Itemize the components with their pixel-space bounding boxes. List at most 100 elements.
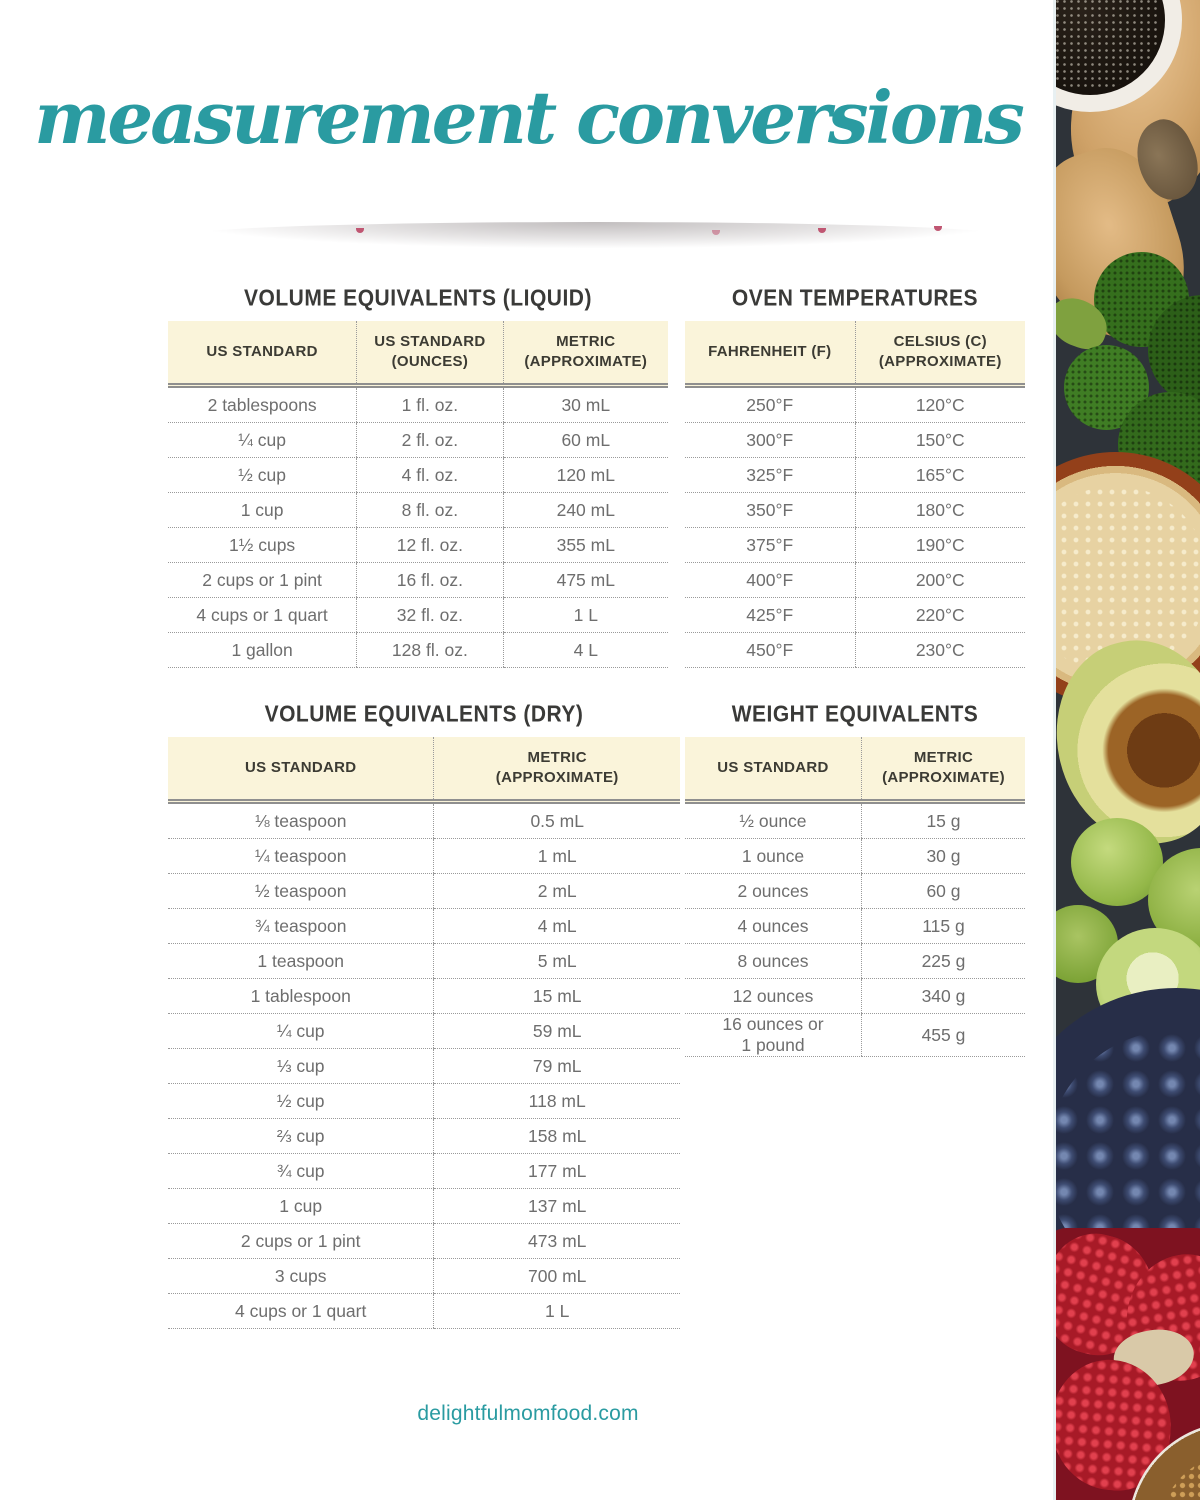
table-cell: 425°F (685, 597, 855, 633)
table-cell: 190°C (854, 527, 1025, 563)
table-row: 3 cups 700 mL (168, 1258, 680, 1294)
table-cell: 4 ounces (685, 908, 862, 944)
table-cell: 8 fl. oz. (356, 492, 504, 528)
table-cell: 180°C (854, 492, 1025, 528)
table-cell: 32 fl. oz. (356, 597, 504, 633)
ribbon-dot (712, 230, 720, 235)
table-row: 375°F 190°C (685, 527, 1025, 563)
conversion-table: FAHRENHEIT (F) CELSIUS (C) (APPROXIMATE) 2… (685, 321, 1025, 668)
table-cell: 16 fl. oz. (356, 562, 504, 598)
table-row: 4 cups or 1 quart 1 L (168, 1293, 680, 1329)
table-row: 2 cups or 1 pint 473 mL (168, 1223, 680, 1259)
table-cell: 1 gallon (168, 632, 357, 668)
table-row: 1 ounce 30 g (685, 838, 1025, 874)
table-cell: 165°C (854, 457, 1025, 493)
table-row: 8 ounces 225 g (685, 943, 1025, 979)
header-cell: US STANDARD (OUNCES) (356, 321, 504, 388)
title-shadow (190, 222, 1000, 248)
table-cell: 79 mL (433, 1048, 680, 1084)
section-volume-liquid: VOLUME EQUIVALENTS (LIQUID) US STANDARD U… (168, 286, 668, 668)
table-cell: ¼ cup (168, 1013, 434, 1049)
table-cell: 340 g (860, 978, 1025, 1014)
table-row: ½ teaspoon 2 mL (168, 873, 680, 909)
table-cell: 0.5 mL (433, 801, 680, 839)
table-cell: 450°F (685, 632, 855, 668)
table-cell: ⅔ cup (168, 1118, 434, 1154)
table-cell: ¾ cup (168, 1153, 434, 1189)
table-row: 4 cups or 1 quart 32 fl. oz. 1 L (168, 597, 668, 633)
ribbon-dot (934, 226, 942, 231)
header-cell: CELSIUS (C) (APPROXIMATE) (854, 321, 1025, 388)
table-cell: 2 tablespoons (168, 385, 357, 423)
table-cell: 455 g (860, 1013, 1025, 1057)
table-row: 1 teaspoon 5 mL (168, 943, 680, 979)
table-row: ½ cup 118 mL (168, 1083, 680, 1119)
header-cell: METRIC (APPROXIMATE) (502, 321, 668, 388)
table-row: ¼ teaspoon 1 mL (168, 838, 680, 874)
table-row: 2 ounces 60 g (685, 873, 1025, 909)
table-cell: 2 cups or 1 pint (168, 562, 357, 598)
table-cell: 4 cups or 1 quart (168, 597, 357, 633)
ribbon-dot (356, 228, 364, 233)
table-row: 2 cups or 1 pint 16 fl. oz. 475 mL (168, 562, 668, 598)
section-oven-temperatures: OVEN TEMPERATURES FAHRENHEIT (F) CELSIUS … (685, 286, 1025, 668)
header-cell: US STANDARD (168, 737, 434, 804)
table-cell: 1 fl. oz. (356, 385, 504, 423)
table-weight-equivalents: US STANDARD METRIC (APPROXIMATE) ½ ounce 15… (685, 737, 1025, 1057)
table-cell: 177 mL (433, 1153, 680, 1189)
table-row: ⅓ cup 79 mL (168, 1048, 680, 1084)
table-cell: 5 mL (433, 943, 680, 979)
table-cell: ⅓ cup (168, 1048, 434, 1084)
table-cell: 2 fl. oz. (356, 422, 504, 458)
table-row: 300°F 150°C (685, 422, 1025, 458)
table-row: 4 ounces 115 g (685, 908, 1025, 944)
table-row: ¼ cup 2 fl. oz. 60 mL (168, 422, 668, 458)
table-cell: 1 ounce (685, 838, 862, 874)
table-cell: 220°C (854, 597, 1025, 633)
table-cell: 30 g (860, 838, 1025, 874)
table-cell: 200°C (854, 562, 1025, 598)
header-cell: US STANDARD (685, 737, 862, 804)
ribbon-dot (818, 228, 826, 233)
table-row: ½ cup 4 fl. oz. 120 mL (168, 457, 668, 493)
table-row: 250°F 120°C (685, 385, 1025, 423)
table-cell: 1 cup (168, 492, 357, 528)
section-title-weight-equivalents: WEIGHT EQUIVALENTS (731, 702, 979, 727)
table-cell: ½ teaspoon (168, 873, 434, 909)
table-cell: 4 L (502, 632, 668, 668)
table-cell: ¾ teaspoon (168, 908, 434, 944)
header-cell: METRIC (APPROXIMATE) (860, 737, 1025, 804)
table-cell: 15 g (860, 801, 1025, 839)
table-cell: 12 fl. oz. (356, 527, 504, 563)
table-cell: 400°F (685, 562, 855, 598)
table-row: ⅛ teaspoon 0.5 mL (168, 801, 680, 839)
table-cell: 60 g (860, 873, 1025, 909)
table-cell: 59 mL (433, 1013, 680, 1049)
table-cell: 118 mL (433, 1083, 680, 1119)
table-cell: 115 g (860, 908, 1025, 944)
table-row: 1 cup 8 fl. oz. 240 mL (168, 492, 668, 528)
table-row: ¾ cup 177 mL (168, 1153, 680, 1189)
table-row: ¾ teaspoon 4 mL (168, 908, 680, 944)
table-row: 12 ounces 340 g (685, 978, 1025, 1014)
brussels-sprout-image (1071, 818, 1163, 906)
website-url: delightfulmomfood.com (417, 1402, 639, 1425)
table-cell: 1 L (433, 1293, 680, 1329)
table-cell: 120 mL (502, 457, 668, 493)
table-cell: 700 mL (433, 1258, 680, 1294)
table-cell: ⅛ teaspoon (168, 801, 434, 839)
page-title-wrap: measurement conversions (0, 78, 1056, 157)
table-volume-dry: US STANDARD METRIC (APPROXIMATE) ⅛ teaspoo… (168, 737, 680, 1329)
table-cell: 1½ cups (168, 527, 357, 563)
table-row: 450°F 230°C (685, 632, 1025, 668)
table-cell: 15 mL (433, 978, 680, 1014)
table-cell: 1 mL (433, 838, 680, 874)
table-row: 16 ounces or 1 pound 455 g (685, 1013, 1025, 1057)
table-cell: 1 cup (168, 1188, 434, 1224)
table-row: ¼ cup 59 mL (168, 1013, 680, 1049)
table-cell: 1 tablespoon (168, 978, 434, 1014)
table-cell: 473 mL (433, 1223, 680, 1259)
table-row: ⅔ cup 158 mL (168, 1118, 680, 1154)
table-cell: 225 g (860, 943, 1025, 979)
